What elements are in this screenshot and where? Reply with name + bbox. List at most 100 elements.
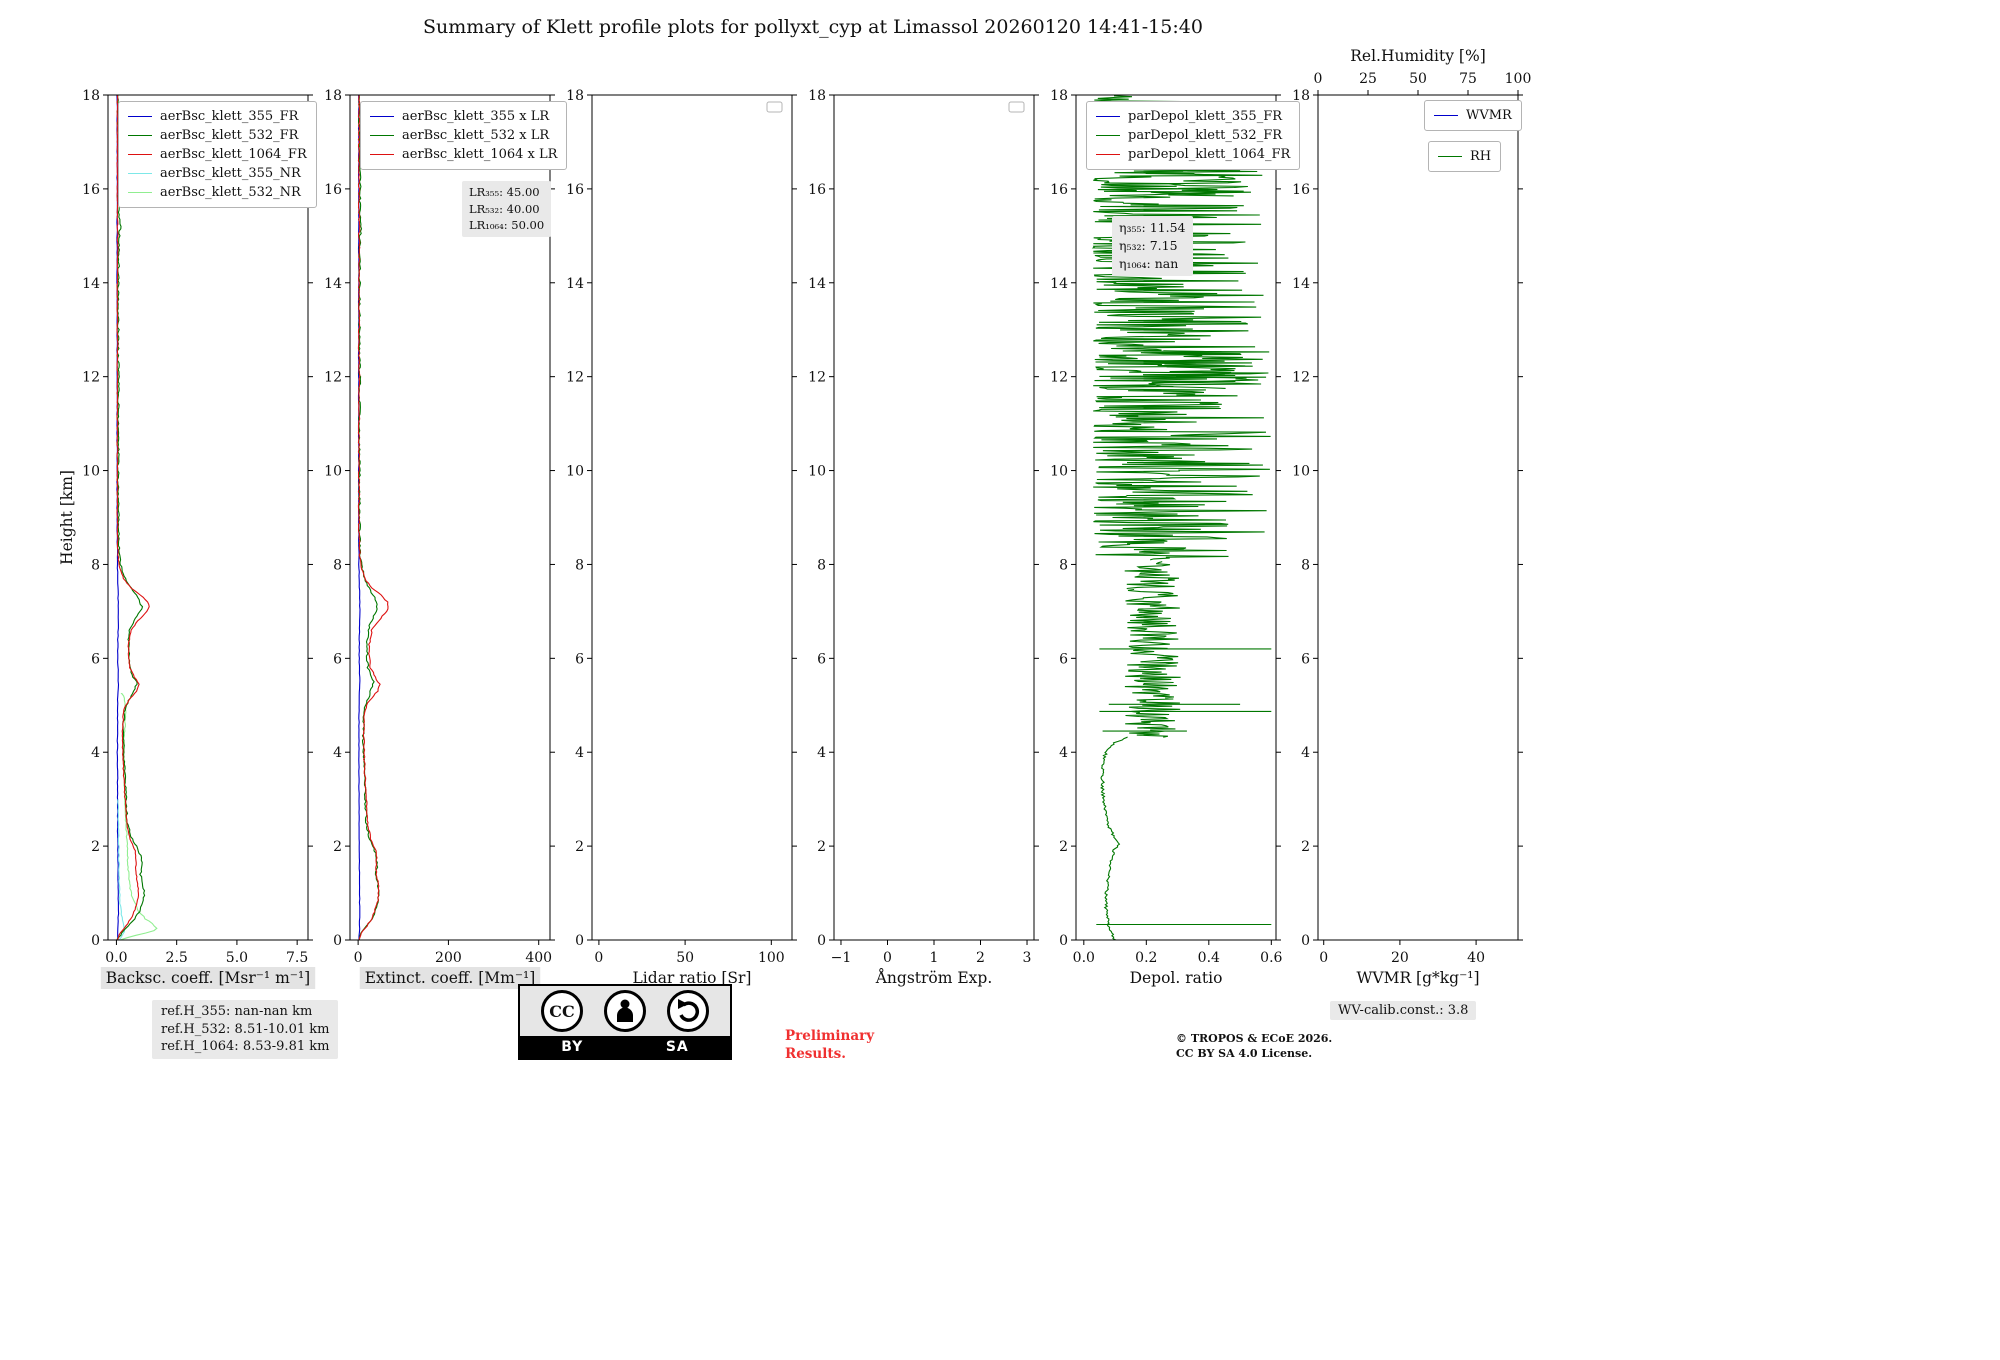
empty-legend-box <box>766 101 783 113</box>
refh-line-1064: ref.H_1064: 8.53-9.81 km <box>161 1039 330 1055</box>
y-tick-label: 6 <box>575 651 584 667</box>
y-tick-label: 10 <box>808 464 826 480</box>
legend-backscatter-entry: aerBsc_klett_1064_FR <box>128 145 307 164</box>
y-tick-label: 14 <box>808 276 826 292</box>
person-icon <box>617 999 633 1022</box>
y-tick-label: 6 <box>91 651 100 667</box>
legend-label: parDepol_klett_1064_FR <box>1128 147 1291 162</box>
x-tick-label: 3 <box>1023 950 1032 966</box>
legend-line-sample <box>1096 154 1120 155</box>
legend-line-sample <box>128 173 152 174</box>
y-tick-label: 14 <box>566 276 584 292</box>
y-tick-label: 4 <box>1059 745 1068 761</box>
figure-title: Summary of Klett profile plots for polly… <box>423 16 1203 38</box>
legend-extinction-entry: aerBsc_klett_1064 x LR <box>370 145 557 164</box>
legend-label: aerBsc_klett_355_FR <box>160 109 299 124</box>
axes-frame <box>591 94 793 941</box>
copyright-line-1: © TROPOS & ECoE 2026. <box>1176 1032 1333 1045</box>
y-tick-label: 16 <box>1292 182 1310 198</box>
empty-legend-box <box>1008 101 1025 113</box>
legend-label: WVMR <box>1466 108 1512 123</box>
x-tick-label: 0.6 <box>1260 950 1282 966</box>
preliminary-line-1: Preliminary <box>785 1028 875 1044</box>
x-tick-label: 2.5 <box>166 950 188 966</box>
y-tick-label: 10 <box>82 464 100 480</box>
x-tick-label: 50 <box>676 950 694 966</box>
x-axis-label-box <box>100 967 316 989</box>
legend-depol-entry: parDepol_klett_532_FR <box>1096 126 1290 145</box>
y-tick-label: 8 <box>1059 557 1068 573</box>
series-parDepol_klett_532_FR <box>1145 167 1258 197</box>
y-tick-label: 18 <box>808 88 826 104</box>
y-tick-label: 8 <box>575 557 584 573</box>
y-tick-label: 8 <box>333 557 342 573</box>
y-tick-label: 0 <box>1059 933 1068 949</box>
x-tick-label: 20 <box>1391 950 1409 966</box>
y-tick-label: 18 <box>1050 88 1068 104</box>
legend-label: aerBsc_klett_1064_FR <box>160 147 307 162</box>
x-axis-label: Ångström Exp. <box>875 969 993 987</box>
y-tick-label: 10 <box>324 464 342 480</box>
legend-backscatter-entry: aerBsc_klett_532_NR <box>128 183 307 202</box>
legend-depol-entry: parDepol_klett_355_FR <box>1096 107 1290 126</box>
series-parDepol_klett_532_FR <box>1148 350 1263 389</box>
y-tick-label: 6 <box>1301 651 1310 667</box>
cc-sa-label: SA <box>665 1039 689 1055</box>
y-tick-label: 12 <box>1292 370 1310 386</box>
y-tick-label: 4 <box>575 745 584 761</box>
legend-backscatter-entry: aerBsc_klett_355_NR <box>128 164 307 183</box>
y-tick-label: 14 <box>1050 276 1068 292</box>
cc-logo-text: CC <box>549 1001 575 1021</box>
y-tick-label: 2 <box>575 839 584 855</box>
y-tick-label: 0 <box>91 933 100 949</box>
top-tick-label: 75 <box>1459 71 1477 87</box>
y-tick-label: 4 <box>1301 745 1310 761</box>
legend-line-sample <box>1096 135 1120 136</box>
annotation-depol-line: η₁₀₆₄: nan <box>1119 256 1179 272</box>
cc-logo-icon: CC <box>541 990 583 1032</box>
y-tick-label: 18 <box>566 88 584 104</box>
y-tick-label: 12 <box>1050 370 1068 386</box>
y-tick-label: 14 <box>1292 276 1310 292</box>
subplot-lidar_ratio: 0 50 100 0 2 4 6 8 10 12 14 16 18 Lidar ratio [Sr] <box>566 88 797 987</box>
series-aerBsc_klett_355_NR <box>117 799 126 940</box>
x-axis-label: Backsc. coeff. [Msr⁻¹ m⁻¹] <box>106 969 310 987</box>
wv-calib-annotation: WV-calib.const.: 3.8 <box>1330 1001 1477 1020</box>
x-tick-label: 0 <box>883 950 892 966</box>
cc-badge-bar: BY SA <box>520 1036 730 1058</box>
y-tick-label: 14 <box>82 276 100 292</box>
series-aerBsc_klett_1064_FR <box>116 95 150 940</box>
legend-line-sample <box>1096 116 1120 117</box>
refh-annotation: ref.H_355: nan-nan km ref.H_532: 8.51-10… <box>152 1000 339 1059</box>
legend-line-sample <box>128 192 152 193</box>
x-axis-label: Depol. ratio <box>1130 969 1223 987</box>
y-tick-label: 8 <box>91 557 100 573</box>
x-tick-label: 0.0 <box>1073 950 1095 966</box>
legend-line-sample <box>370 116 394 117</box>
y-tick-label: 4 <box>817 745 826 761</box>
legend-line-sample <box>1438 156 1462 157</box>
legend-label: aerBsc_klett_532 x LR <box>402 128 550 143</box>
legend-depol: parDepol_klett_355_FR parDepol_klett_532_… <box>1086 101 1301 170</box>
legend-wvmr: WVMR <box>1424 100 1522 131</box>
legend-backscatter-entry: aerBsc_klett_532_FR <box>128 126 307 145</box>
y-tick-label: 0 <box>1301 933 1310 949</box>
legend-line-sample <box>128 154 152 155</box>
preliminary-line-2: Results. <box>785 1045 846 1062</box>
y-axis-label: Height [km] <box>58 470 76 565</box>
x-tick-label: 2 <box>976 950 985 966</box>
x-tick-label: 100 <box>758 950 785 966</box>
legend-line-sample <box>370 154 394 155</box>
x-tick-label: 0 <box>354 950 363 966</box>
annotation-extinction: LR₃₅₅: 45.00 LR₅₃₂: 40.00 LR₁₀₆₄: 50.00 <box>462 181 552 238</box>
subplot-backscatter: 0.0 2.5 5.0 7.5 0 2 4 6 8 10 12 14 16 18 Backsc. coeff… <box>58 88 316 989</box>
x-tick-label: 400 <box>525 950 552 966</box>
y-tick-label: 16 <box>324 182 342 198</box>
copyright-note: © TROPOS & ECoE 2026. CC BY SA 4.0 Licen… <box>1176 1031 1332 1062</box>
top-axis-label: Rel.Humidity [%] <box>1350 47 1486 65</box>
y-tick-label: 2 <box>91 839 100 855</box>
y-tick-label: 16 <box>808 182 826 198</box>
subplot-wvmr: 0 20 40 0 2 4 6 8 10 12 14 16 18 WVMR [g*kg⁻¹] 0 25 50 75… <box>1292 47 1531 987</box>
cc-sa-arrow-icon <box>667 990 709 1032</box>
